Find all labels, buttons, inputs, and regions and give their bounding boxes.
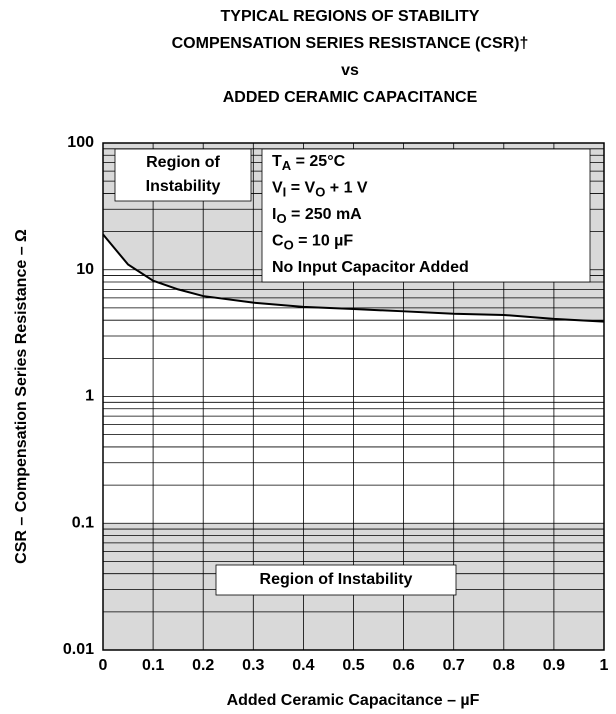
chart-title: TYPICAL REGIONS OF STABILITY xyxy=(221,8,480,25)
x-tick-label: 0.1 xyxy=(142,657,164,674)
x-tick-label: 0.6 xyxy=(392,657,414,674)
plot-frame xyxy=(102,142,605,651)
condition-part: V xyxy=(272,180,283,197)
y-tick-label: 100 xyxy=(67,134,94,151)
line xyxy=(102,233,605,323)
condition: No Input Capacitor Added xyxy=(272,259,469,276)
region-box xyxy=(114,148,252,202)
x-tick-label: 0.7 xyxy=(443,657,465,674)
chart-title: COMPENSATION SERIES RESISTANCE (CSR)† xyxy=(172,35,529,52)
y-tick-label: 10 xyxy=(76,261,94,278)
x-tick-label: 0.3 xyxy=(242,657,264,674)
x-tick-label: 0.8 xyxy=(493,657,515,674)
x-tick-label: 0.9 xyxy=(543,657,565,674)
y-axis-label: CSR – Compensation Series Resistance – Ω xyxy=(13,229,30,564)
condition: TA = 25°C xyxy=(272,153,346,173)
x-tick-label: 0 xyxy=(99,657,108,674)
x-tick-label: 0.4 xyxy=(292,657,314,674)
region-box xyxy=(215,564,457,596)
marks xyxy=(102,233,605,323)
x-tick-label: 0.5 xyxy=(342,657,364,674)
region-label: Region of xyxy=(146,154,220,171)
condition-part: + 1 V xyxy=(325,180,368,197)
condition-part: A xyxy=(282,158,292,173)
condition-part: O xyxy=(284,238,294,253)
condition-part: O xyxy=(315,185,325,200)
condition: CO = 10 µF xyxy=(272,233,353,253)
x-tick-label: 1 xyxy=(600,657,609,674)
condition: VI = VO + 1 V xyxy=(272,180,368,200)
condition-part: No Input Capacitor Added xyxy=(272,259,469,276)
conditions-box xyxy=(261,148,591,283)
condition-part: O xyxy=(276,211,286,226)
y-tick-label: 1 xyxy=(85,388,94,405)
x-tick-label: 0.2 xyxy=(192,657,214,674)
condition-part: C xyxy=(272,233,284,250)
chart-title: ADDED CERAMIC CAPACITANCE xyxy=(223,89,478,106)
y-tick-label: 0.01 xyxy=(63,641,94,658)
condition-part: I xyxy=(283,185,287,200)
condition-part: = 25°C xyxy=(291,153,345,170)
condition-part: = V xyxy=(286,180,315,197)
x-axis-label: Added Ceramic Capacitance – µF xyxy=(227,692,480,709)
region-label: Instability xyxy=(146,178,221,195)
region-label: Region of Instability xyxy=(260,571,413,588)
condition-part: = 250 mA xyxy=(287,206,363,223)
condition-part: I xyxy=(272,206,276,223)
condition: IO = 250 mA xyxy=(272,206,362,226)
labels: TYPICAL REGIONS OF STABILITY COMPENSATION… xyxy=(13,8,608,709)
condition-part: T xyxy=(272,153,282,170)
y-tick-label: 0.1 xyxy=(72,514,94,531)
chart-title: vs xyxy=(341,62,359,79)
condition-part: = 10 µF xyxy=(294,233,354,250)
